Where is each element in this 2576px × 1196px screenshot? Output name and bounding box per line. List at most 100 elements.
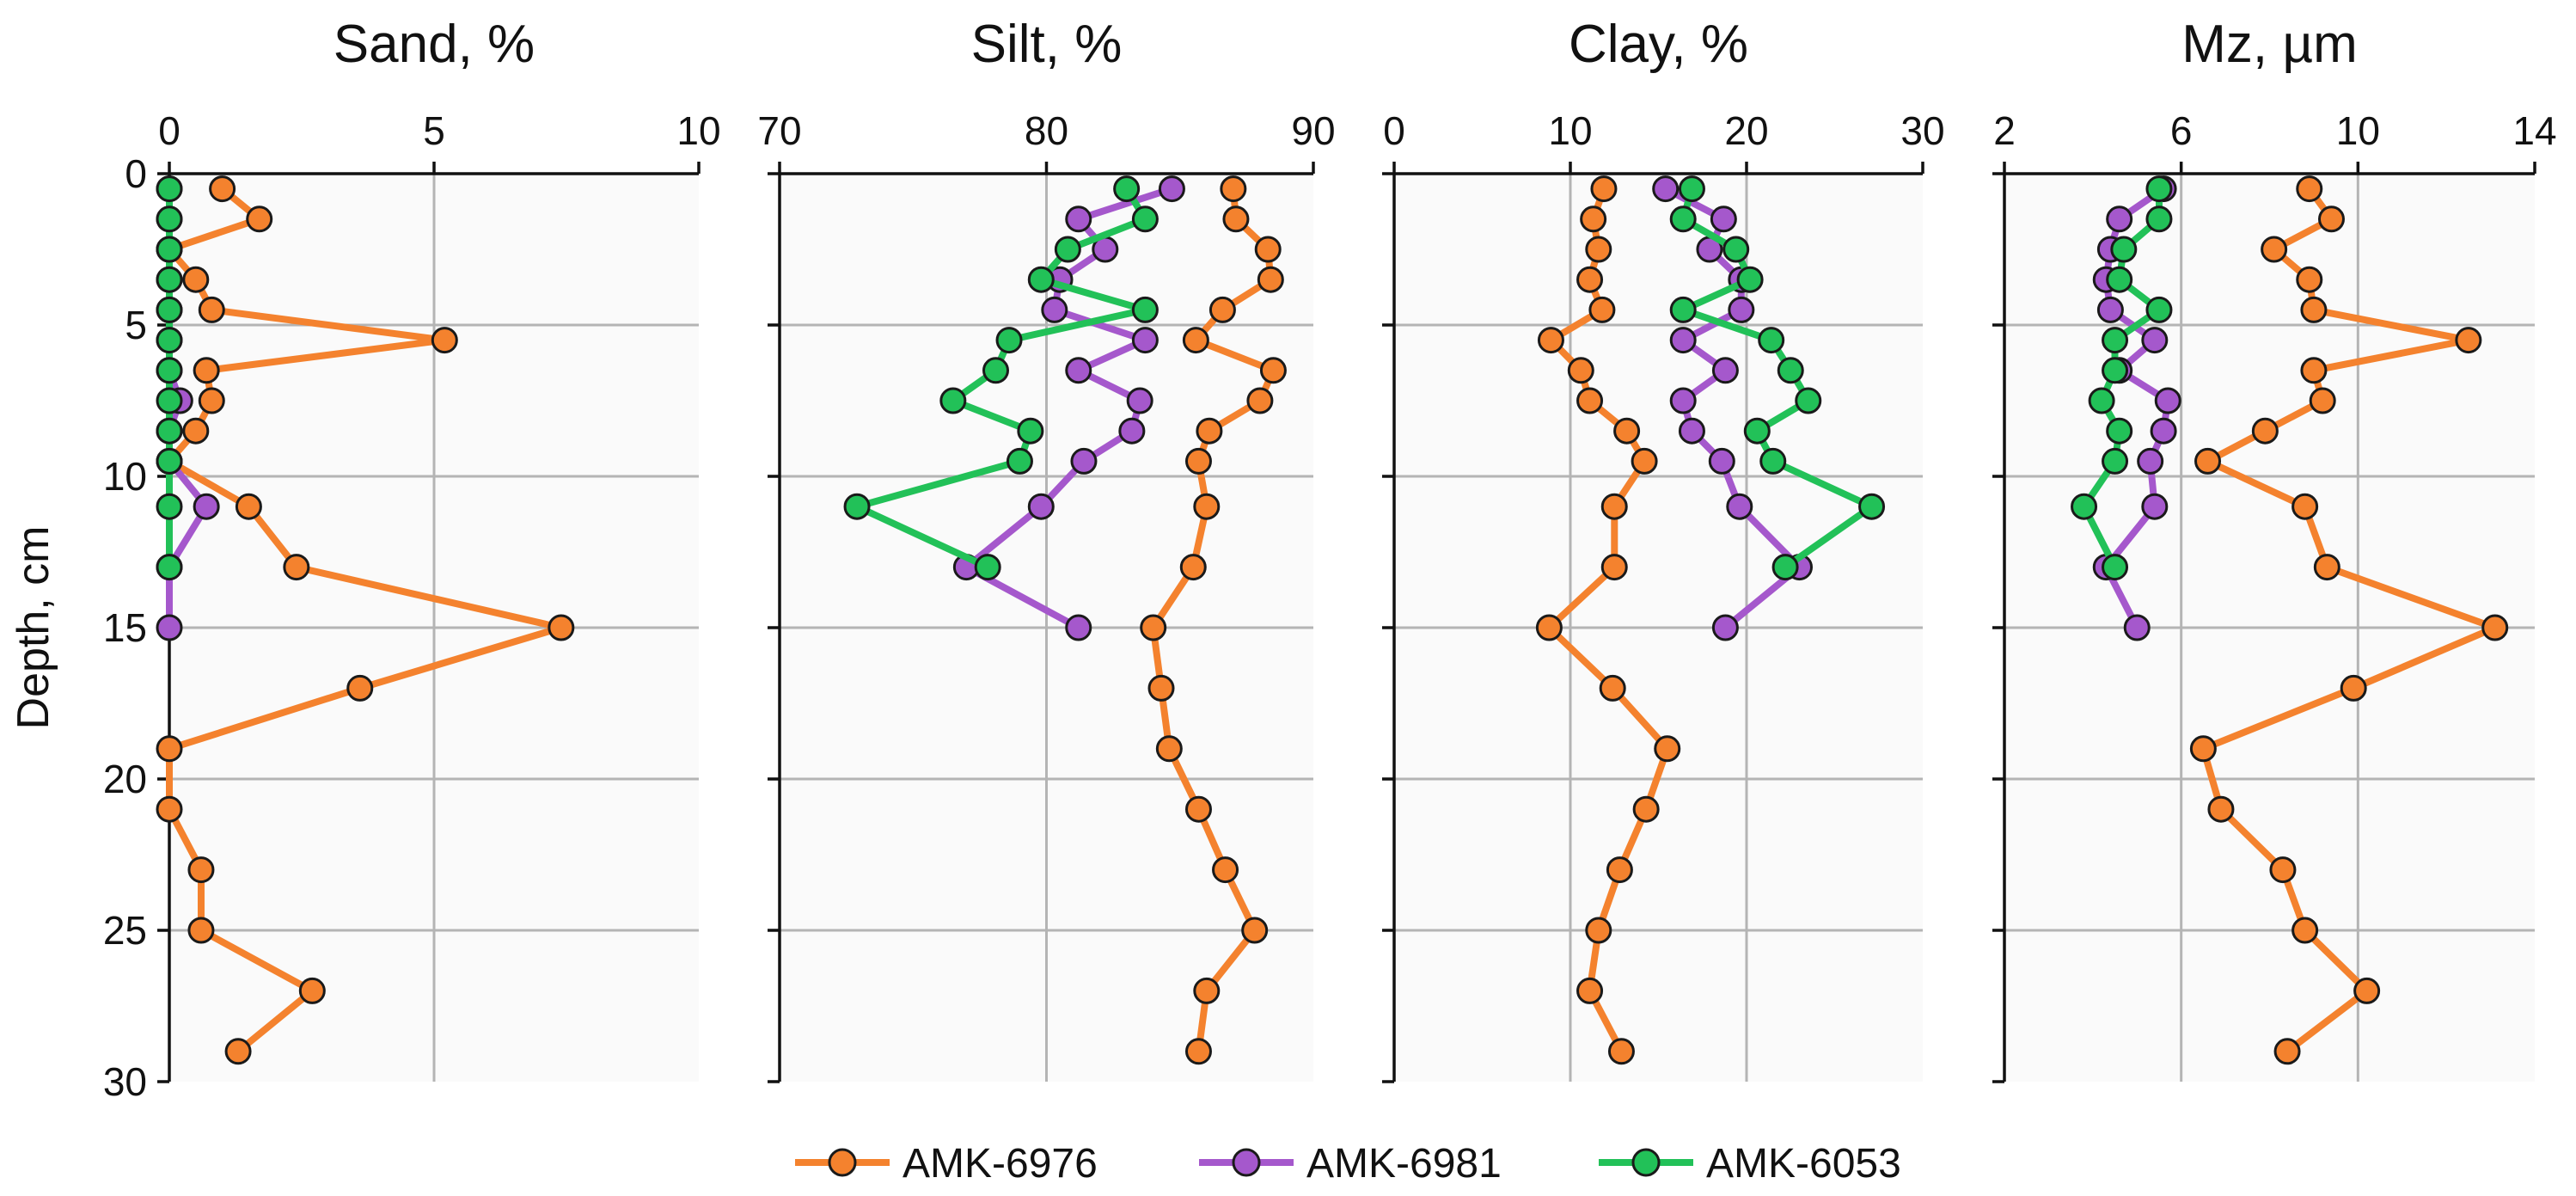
data-point <box>2141 327 2169 354</box>
data-point <box>1131 327 1159 354</box>
data-point <box>2269 856 2297 884</box>
data-point <box>156 296 183 323</box>
data-point <box>1118 417 1146 445</box>
data-point <box>246 205 273 233</box>
legend-marker <box>828 1148 857 1177</box>
data-point <box>1184 447 1212 475</box>
data-point <box>2102 357 2129 384</box>
data-point <box>1065 357 1092 384</box>
y-tick-label: 0 <box>125 151 147 196</box>
data-point <box>1147 674 1175 702</box>
data-point <box>187 917 215 944</box>
data-point <box>1065 614 1092 641</box>
data-point <box>2102 447 2129 475</box>
data-point <box>2291 493 2319 520</box>
data-point <box>224 1038 252 1065</box>
data-point <box>1600 554 1628 581</box>
legend-label: AMK-6976 <box>903 1141 1098 1187</box>
data-point <box>2071 493 2098 520</box>
data-point <box>2088 387 2115 414</box>
data-point <box>1711 357 1739 384</box>
data-point <box>1585 917 1612 944</box>
data-point <box>1208 296 1236 323</box>
x-tick-label: 30 <box>1900 108 1944 153</box>
data-point <box>2110 236 2138 263</box>
data-point <box>1259 357 1287 384</box>
data-point <box>156 795 183 823</box>
data-point <box>2291 917 2319 944</box>
data-point <box>1728 296 1755 323</box>
data-point <box>1140 614 1167 641</box>
data-point <box>1196 417 1223 445</box>
x-tick-label: 10 <box>1548 108 1592 153</box>
data-point <box>2102 554 2129 581</box>
data-point <box>1535 614 1563 641</box>
data-point <box>1193 977 1221 1004</box>
data-point <box>235 493 262 520</box>
data-point <box>2207 795 2235 823</box>
data-point <box>1254 236 1282 263</box>
data-point <box>1607 1038 1635 1065</box>
series-amk-6053 <box>2071 175 2173 581</box>
data-point <box>1722 236 1750 263</box>
x-tick-label: 90 <box>1291 108 1335 153</box>
y-tick-label: 5 <box>125 303 147 347</box>
x-tick-label: 10 <box>2336 108 2380 153</box>
data-point <box>2106 205 2133 233</box>
data-point <box>1600 493 1628 520</box>
y-tick-label: 10 <box>103 454 147 499</box>
data-point <box>1126 387 1153 414</box>
data-point <box>2096 296 2124 323</box>
data-point <box>346 674 374 702</box>
data-point <box>1576 266 1604 293</box>
x-tick-label: 14 <box>2512 108 2556 153</box>
x-tick-label: 2 <box>1993 108 2016 153</box>
x-tick-label: 6 <box>2170 108 2193 153</box>
data-point <box>1212 856 1239 884</box>
data-point <box>431 327 458 354</box>
data-point <box>1193 493 1221 520</box>
legend-marker <box>1232 1148 1261 1177</box>
data-point <box>1759 447 1787 475</box>
data-point <box>1669 205 1697 233</box>
data-point <box>1241 917 1269 944</box>
data-point <box>1743 417 1771 445</box>
panel-title: Sand, % <box>333 15 535 74</box>
data-point <box>1588 296 1616 323</box>
data-point <box>156 266 183 293</box>
data-point <box>1678 417 1705 445</box>
data-point <box>1858 493 1886 520</box>
series-amk-6976 <box>2189 175 2509 1065</box>
data-point <box>1070 447 1098 475</box>
data-point <box>182 417 210 445</box>
data-point <box>1669 327 1697 354</box>
x-tick-label: 10 <box>676 108 720 153</box>
data-point <box>156 735 183 763</box>
data-point <box>1182 327 1209 354</box>
data-point <box>298 977 326 1004</box>
series-amk-6976 <box>1140 175 1287 1065</box>
y-tick-label: 25 <box>103 908 147 953</box>
data-point <box>2296 266 2323 293</box>
data-point <box>1017 417 1044 445</box>
data-point <box>156 493 183 520</box>
data-point <box>1006 447 1033 475</box>
data-point <box>1184 1038 1212 1065</box>
data-point <box>1220 175 1247 203</box>
data-point <box>2189 735 2217 763</box>
data-point <box>2261 236 2288 263</box>
data-point <box>1580 205 1607 233</box>
data-point <box>1065 205 1092 233</box>
data-point <box>193 357 220 384</box>
data-point <box>548 614 575 641</box>
data-point <box>1631 447 1658 475</box>
data-point <box>1678 175 1705 203</box>
data-point <box>1669 387 1697 414</box>
series-amk-6981 <box>952 175 1185 641</box>
data-point <box>1711 614 1739 641</box>
series-amk-6053 <box>1669 175 1886 581</box>
panel-silt: 70 80 90 Silt, % <box>757 15 1336 1083</box>
data-point <box>1576 977 1604 1004</box>
data-point <box>2145 205 2173 233</box>
